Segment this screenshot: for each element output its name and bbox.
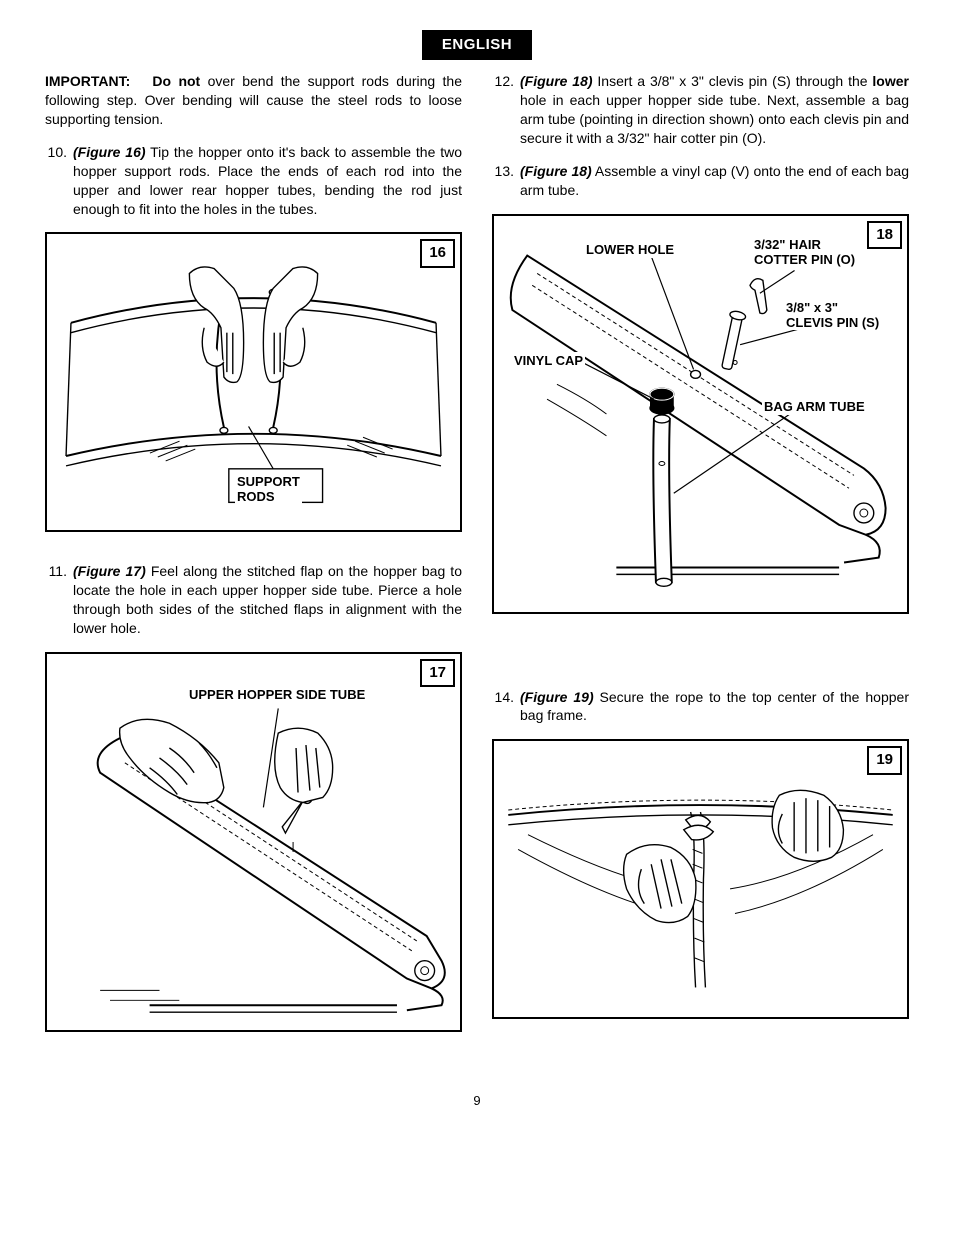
label-bag-arm-tube: BAG ARM TUBE xyxy=(762,398,867,416)
figure-ref: (Figure 19) xyxy=(520,689,594,705)
figure-number: 16 xyxy=(420,239,455,267)
language-badge: ENGLISH xyxy=(422,30,532,60)
step-bold: lower xyxy=(872,73,909,89)
figure-19-svg xyxy=(494,741,907,1017)
right-column: 12. (Figure 18) Insert a 3/8" x 3" clevi… xyxy=(492,72,909,1062)
figure-ref: (Figure 18) xyxy=(520,73,593,89)
label-cotter-pin: 3/32" HAIRCOTTER PIN (O) xyxy=(752,238,857,268)
step-text: Insert a 3/8" x 3" clevis pin (S) throug… xyxy=(593,73,873,89)
figure-number: 18 xyxy=(867,221,902,249)
step-number: 14. xyxy=(492,688,520,726)
step-13: 13. (Figure 18) Assemble a vinyl cap (V)… xyxy=(492,162,909,200)
left-column: IMPORTANT: Do not over bend the support … xyxy=(45,72,462,1062)
important-note: IMPORTANT: Do not over bend the support … xyxy=(45,72,462,129)
page-number: 9 xyxy=(45,1092,909,1110)
figure-ref: (Figure 17) xyxy=(73,563,146,579)
label-vinyl-cap: VINYL CAP xyxy=(512,352,585,370)
step-number: 11. xyxy=(45,562,73,638)
figure-number: 17 xyxy=(420,659,455,687)
step-number: 12. xyxy=(492,72,520,148)
figure-17: 17 xyxy=(45,652,462,1032)
label-clevis-pin: 3/8" x 3"CLEVIS PIN (S) xyxy=(784,301,881,331)
two-column-layout: IMPORTANT: Do not over bend the support … xyxy=(45,72,909,1062)
label-upper-hopper-tube: UPPER HOPPER SIDE TUBE xyxy=(187,686,367,704)
step-number: 10. xyxy=(45,143,73,219)
figure-19: 19 xyxy=(492,739,909,1019)
important-label: IMPORTANT: xyxy=(45,73,130,89)
step-12: 12. (Figure 18) Insert a 3/8" x 3" clevi… xyxy=(492,72,909,148)
figure-ref: (Figure 18) xyxy=(520,163,592,179)
step-text: hole in each upper hopper side tube. Nex… xyxy=(520,92,909,146)
figure-ref: (Figure 16) xyxy=(73,144,146,160)
figure-17-svg xyxy=(47,654,460,1030)
step-10: 10. (Figure 16) Tip the hopper onto it's… xyxy=(45,143,462,219)
figure-16: 16 xyxy=(45,232,462,532)
label-support-rods: SUPPORT RODSSUPPORTRODS xyxy=(235,475,302,504)
label-lower-hole: LOWER HOLE xyxy=(584,241,676,259)
important-donot: Do not xyxy=(152,73,200,89)
figure-18: 18 xyxy=(492,214,909,614)
step-11: 11. (Figure 17) Feel along the stitched … xyxy=(45,562,462,638)
figure-number: 19 xyxy=(867,746,902,774)
step-number: 13. xyxy=(492,162,520,200)
step-14: 14. (Figure 19) Secure the rope to the t… xyxy=(492,688,909,726)
